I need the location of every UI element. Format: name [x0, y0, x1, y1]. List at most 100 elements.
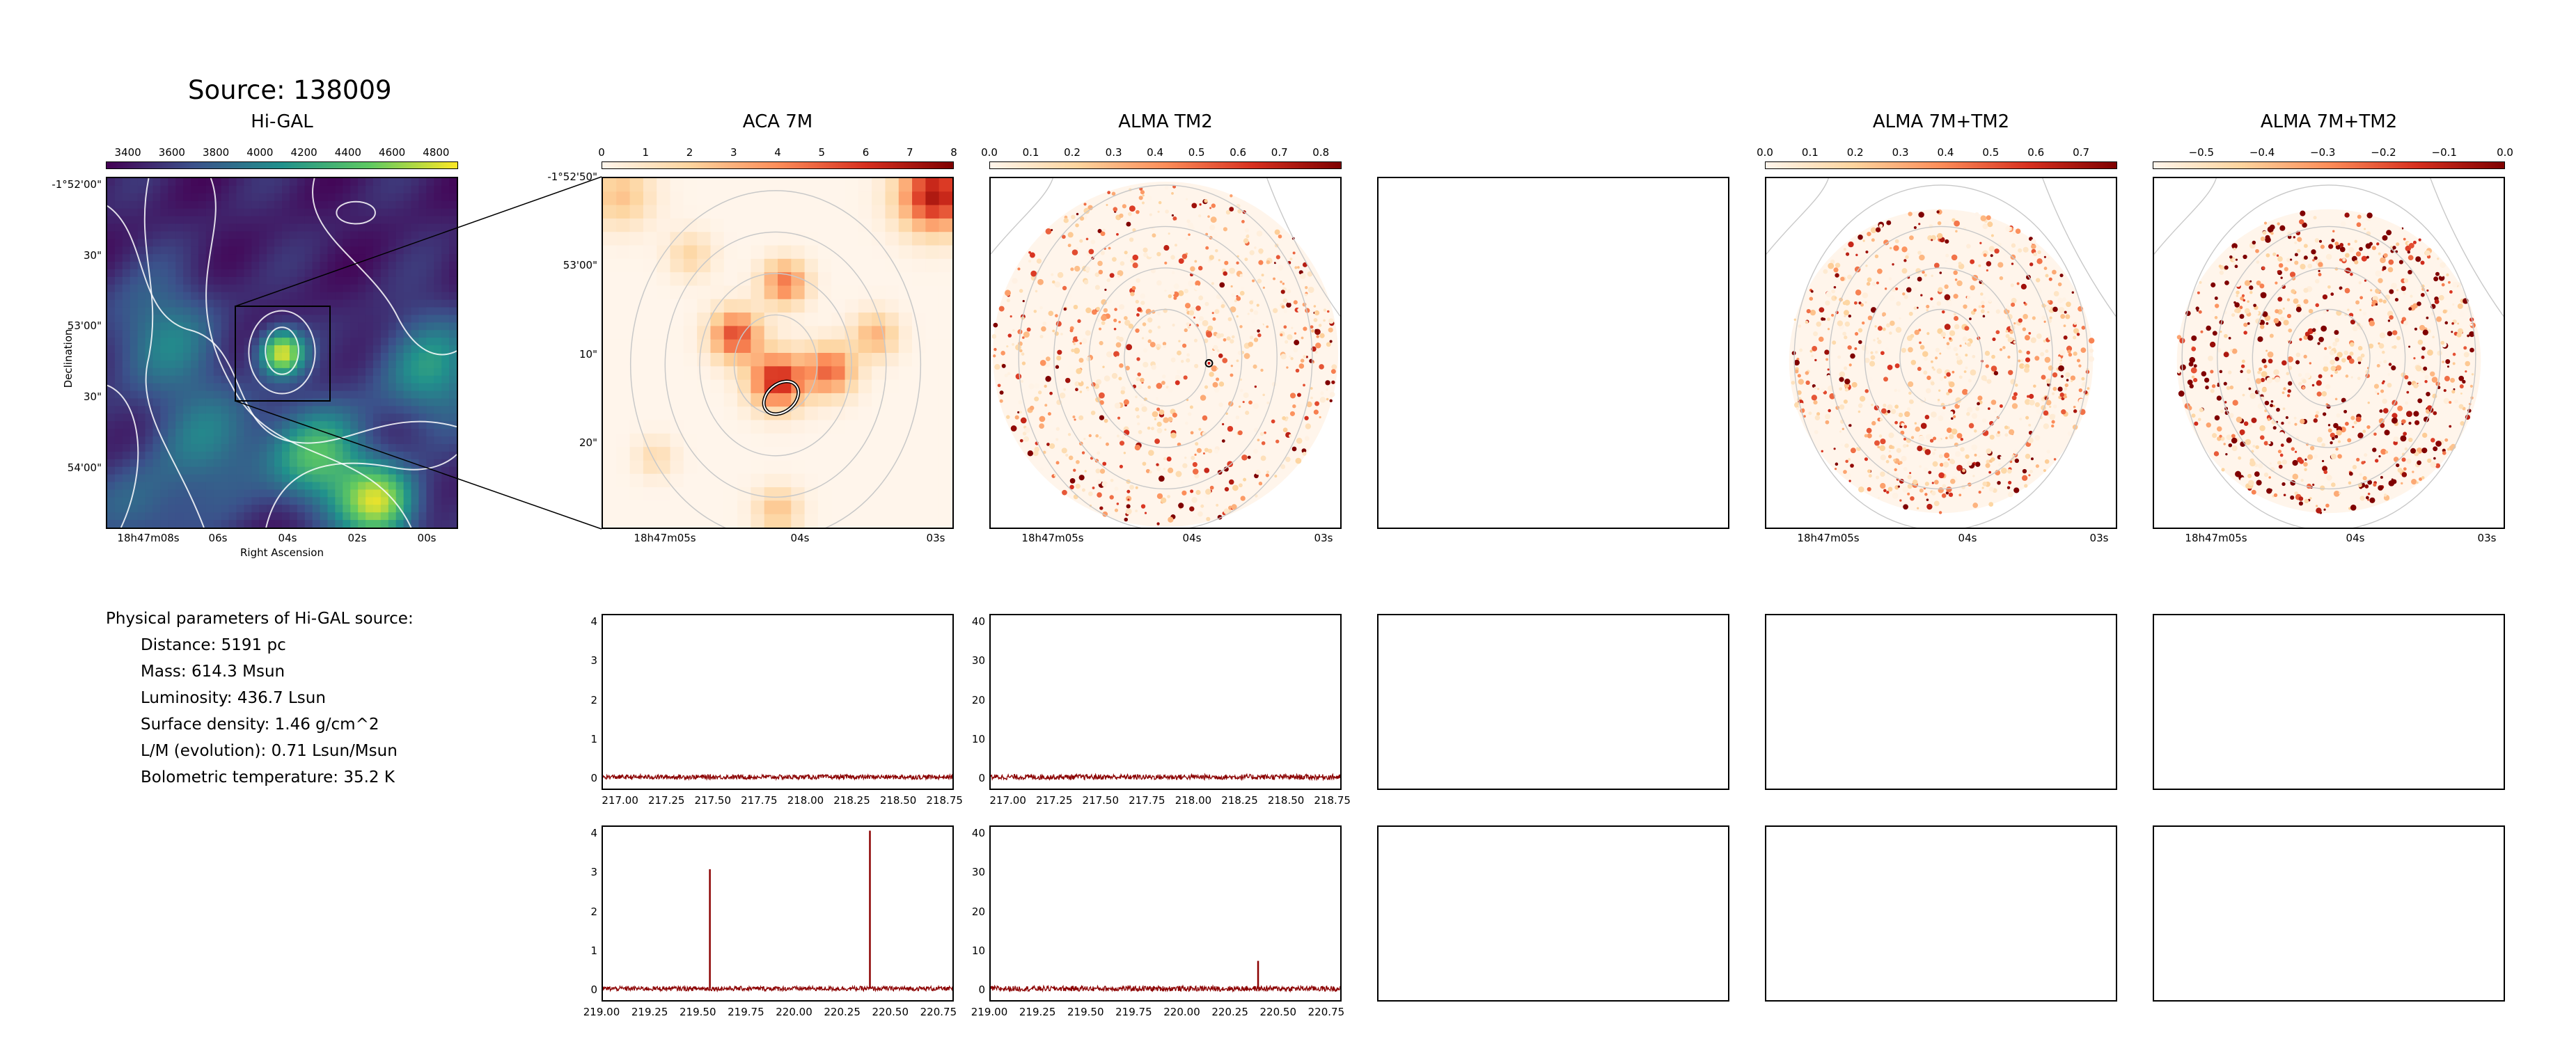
- combined-noise-blob: [1917, 251, 1922, 255]
- aca7m-pixel: [912, 299, 926, 313]
- higal-pixel: [289, 284, 298, 293]
- higal-pixel: [320, 322, 329, 331]
- higal-pixel: [320, 443, 329, 452]
- higal-pixel: [129, 307, 139, 316]
- higal-pixel: [372, 216, 382, 225]
- higal-pixel: [426, 269, 434, 278]
- higal-pixel: [395, 497, 405, 505]
- higal-pixel: [327, 338, 336, 346]
- aca7m-pixel: [778, 514, 792, 528]
- higal-pixel: [289, 497, 298, 505]
- higal-pixel: [274, 459, 283, 468]
- combined-neg-noise-blob: [2249, 285, 2254, 290]
- combined-noise-blob: [1880, 351, 1885, 356]
- combined-noise-blob: [2036, 288, 2042, 294]
- higal-pixel: [434, 322, 442, 331]
- higal-pixel: [251, 406, 260, 414]
- aca7m-pixel: [643, 218, 657, 232]
- higal-pixel: [350, 231, 359, 239]
- aca7m-pixel: [697, 299, 712, 313]
- tm2-noise-blob: [1019, 349, 1023, 353]
- tm2-noise-blob: [1225, 209, 1231, 215]
- aca7m-pixel: [912, 487, 926, 501]
- higal-pixel: [259, 269, 267, 278]
- combined-noise-blob: [1974, 461, 1981, 467]
- higal-pixel: [145, 421, 154, 429]
- aca7m-pixel: [737, 447, 751, 461]
- tm2-noise-blob: [1218, 259, 1220, 262]
- combined-neg-noise-blob: [2302, 313, 2306, 317]
- higal-pixel: [221, 292, 230, 301]
- aca7m-pixel: [629, 205, 644, 219]
- higal-pixel: [441, 330, 450, 338]
- higal-pixel: [114, 338, 123, 346]
- higal-pixel: [289, 223, 298, 232]
- higal-pixel: [411, 436, 420, 445]
- higal-pixel: [366, 269, 374, 278]
- higal-pixel: [395, 413, 405, 422]
- tm2-noise-blob: [1142, 361, 1149, 368]
- combined-neg-noise-blob: [2276, 254, 2279, 257]
- tm2-noise-blob: [1194, 260, 1197, 263]
- aca7m-pixel: [898, 326, 913, 340]
- tm2-noise-blob: [1163, 245, 1170, 251]
- tm2-noise-blob: [998, 306, 1005, 312]
- aca7m-pixel: [817, 205, 832, 219]
- aca7m-pixel: [737, 433, 751, 448]
- combined-noise-blob: [2078, 388, 2082, 393]
- higal-pixel: [411, 307, 420, 316]
- higal-pixel: [251, 307, 260, 316]
- higal-pixel: [236, 459, 245, 468]
- aca7m-pixel: [670, 433, 684, 448]
- higal-pixel: [366, 330, 374, 338]
- higal-pixel: [411, 421, 420, 429]
- combined-noise-blob: [1864, 301, 1867, 304]
- combined-noise-blob: [1894, 388, 1897, 393]
- higal-pixel: [152, 307, 161, 316]
- tm2-noise-blob: [1266, 325, 1269, 329]
- aca7m-pixel: [778, 339, 792, 354]
- tm2-noise-blob: [1289, 355, 1291, 358]
- higal-pixel: [441, 276, 450, 285]
- higal-pixel: [152, 284, 161, 293]
- higal-pixel: [274, 276, 283, 285]
- tm2-noise-blob: [1294, 332, 1297, 335]
- tm2-noise-blob: [1122, 204, 1126, 209]
- aca7m-pixel: [938, 245, 952, 260]
- tm2-noise-blob: [1230, 364, 1234, 367]
- aca7m-pixel: [804, 326, 819, 340]
- tm2-noise-blob: [1219, 282, 1225, 288]
- higal-pixel: [198, 421, 207, 429]
- higal-pixel: [380, 353, 389, 361]
- combined-noise-blob: [1907, 407, 1911, 411]
- aca7m-pixel: [858, 379, 872, 394]
- tm2-noise-blob: [1289, 434, 1292, 438]
- higal-pixel: [114, 459, 123, 468]
- tm2-noise-blob: [1119, 464, 1123, 468]
- higal-pixel: [380, 284, 389, 293]
- higal-pixel: [320, 200, 329, 209]
- higal-pixel: [259, 246, 267, 255]
- higal-pixel: [251, 223, 260, 232]
- higal-pixel: [304, 367, 313, 377]
- combined-noise-blob: [1880, 438, 1886, 445]
- higal-pixel: [198, 360, 207, 369]
- combined-noise-blob: [1813, 331, 1819, 337]
- tm2-noise-blob: [1085, 330, 1091, 336]
- higal-pixel: [183, 406, 191, 414]
- tm2-noise-blob: [1199, 203, 1202, 206]
- combined-noise-blob: [1932, 436, 1937, 441]
- aca7m-pixel: [616, 514, 631, 528]
- higal-pixel: [259, 276, 267, 285]
- higal-pixel: [183, 322, 191, 331]
- higal-pixel: [418, 307, 427, 316]
- higal-pixel: [426, 216, 434, 225]
- higal-pixel: [366, 223, 374, 232]
- higal-pixel: [259, 208, 267, 217]
- higal-pixel: [327, 262, 336, 270]
- contour-line: [991, 178, 1053, 255]
- higal-pixel: [107, 459, 116, 468]
- combined-noise-blob: [1958, 375, 1963, 379]
- higal-pixel: [213, 474, 222, 483]
- higal-pixel: [312, 231, 321, 239]
